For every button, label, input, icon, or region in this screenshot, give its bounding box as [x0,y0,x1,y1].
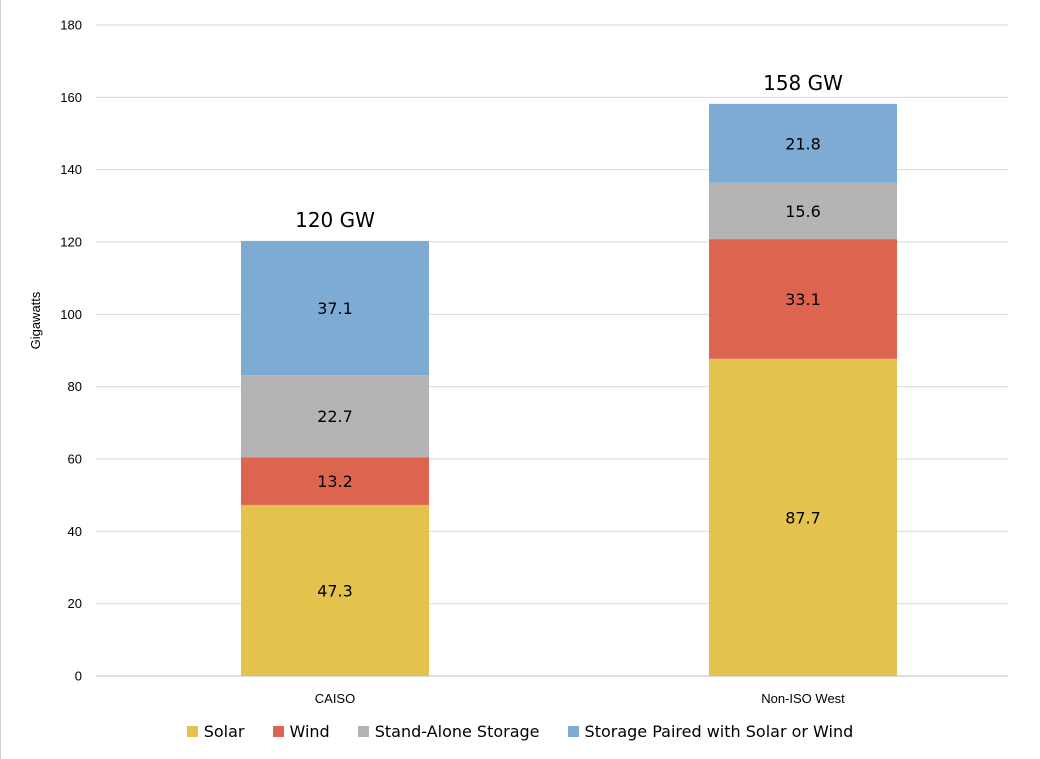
legend-swatch [567,726,579,737]
frame-border [0,0,1,759]
bar-total-label: 158 GW [763,71,843,95]
legend-item: Solar [186,722,245,741]
data-label: 15.6 [785,202,821,221]
bar-segment-solar [241,504,429,676]
bar-segment-storage-paired-with-solar-or-wind [709,103,897,183]
data-label: 22.7 [317,407,353,426]
data-label: 13.2 [317,472,353,491]
data-label: 37.1 [317,299,353,318]
x-tick-label: Non-ISO West [761,691,845,706]
data-label: 47.3 [317,581,353,600]
legend-label: Storage Paired with Solar or Wind [584,722,854,741]
x-tick-label: CAISO [315,691,355,706]
legend-item: Stand-Alone Storage [357,722,540,741]
legend-swatch [272,726,284,737]
legend-item: Wind [272,722,330,741]
y-tick-label: 160 [60,90,82,105]
y-tick-label: 140 [60,162,82,177]
y-tick-label: 100 [60,307,82,322]
bar-segment-stand-alone-storage [709,182,897,240]
bar-total-label: 120 GW [295,208,375,232]
bar-segment-stand-alone-storage [241,375,429,458]
bar-segment-wind [709,239,897,359]
y-tick-label: 60 [68,452,82,467]
legend: Solar Wind Stand-Alone Storage Storage Pair… [0,722,1040,741]
data-label: 33.1 [785,290,821,309]
data-label: 87.7 [785,508,821,527]
bar-segment-wind [241,457,429,505]
y-tick-label: 80 [68,379,82,394]
y-tick-label: 180 [60,18,82,33]
y-tick-label: 40 [68,524,82,539]
legend-swatch [357,726,369,737]
y-tick-label: 120 [60,235,82,250]
legend-label: Solar [203,722,245,741]
bar-segment-solar [709,358,897,676]
y-axis-label: Gigawatts [28,291,43,349]
y-tick-label: 20 [68,596,82,611]
y-tick-label: 0 [75,669,82,684]
legend-item: Storage Paired with Solar or Wind [567,722,854,741]
legend-label: Stand-Alone Storage [374,722,540,741]
legend-swatch [186,726,198,737]
data-label: 21.8 [785,134,821,153]
bar-segment-storage-paired-with-solar-or-wind [241,240,429,376]
legend-label: Wind [289,722,330,741]
